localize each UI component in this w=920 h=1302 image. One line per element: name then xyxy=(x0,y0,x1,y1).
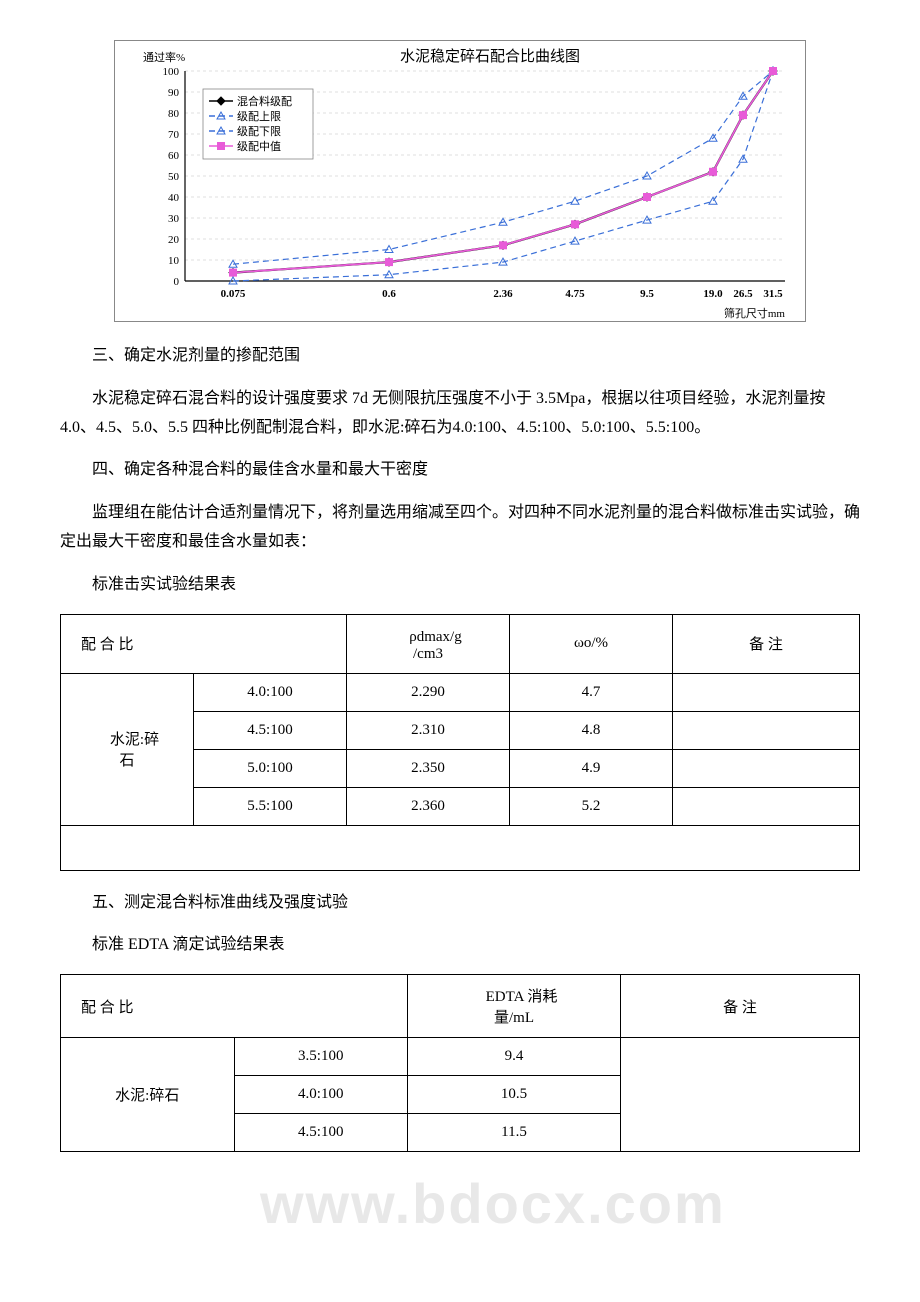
svg-text:50: 50 xyxy=(168,171,180,183)
svg-text:混合料级配: 混合料级配 xyxy=(237,94,292,108)
table1-caption: 标准击实试验结果表 xyxy=(60,571,860,600)
cell: 9.4 xyxy=(408,1038,621,1076)
svg-text:30: 30 xyxy=(168,213,180,225)
svg-text:0.6: 0.6 xyxy=(382,288,396,300)
svg-text:20: 20 xyxy=(168,234,180,246)
svg-text:31.5: 31.5 xyxy=(763,288,783,300)
cell: 4.0:100 xyxy=(234,1076,408,1114)
table-row: 水泥:碎石 4.0:100 2.290 4.7 xyxy=(61,673,860,711)
section-4-heading: 四、确定各种混合料的最佳含水量和最大干密度 xyxy=(60,456,860,485)
cell xyxy=(673,749,860,787)
col-header: 配 合 比 xyxy=(61,975,408,1038)
svg-text:2.36: 2.36 xyxy=(493,288,513,300)
svg-text:级配下限: 级配下限 xyxy=(237,125,281,138)
cell: 5.0:100 xyxy=(194,749,347,787)
cell: 4.8 xyxy=(510,711,673,749)
row-label: 水泥:碎石 xyxy=(61,673,194,825)
svg-text:19.0: 19.0 xyxy=(703,288,723,300)
section-3-body: 水泥稳定碎石混合料的设计强度要求 7d 无侧限抗压强度不小于 3.5Mpa，根据… xyxy=(60,385,860,443)
col-header: 备 注 xyxy=(673,614,860,673)
cell: 5.5:100 xyxy=(194,787,347,825)
col-header: ωo/% xyxy=(510,614,673,673)
cell: 2.360 xyxy=(347,787,510,825)
svg-text:100: 100 xyxy=(163,66,180,78)
cell xyxy=(673,711,860,749)
edta-table: 配 合 比 EDTA 消耗量/mL 备 注 水泥:碎石 3.5:100 9.4 … xyxy=(60,974,860,1152)
gradation-chart: 水泥稳定碎石配合比曲线图 通过率% 筛孔尺寸mm 0 10 20 30 40 50 60 70 80 9… xyxy=(114,40,806,322)
cell xyxy=(61,825,860,870)
cell: 5.2 xyxy=(510,787,673,825)
svg-text:40: 40 xyxy=(168,192,180,204)
svg-text:26.5: 26.5 xyxy=(733,288,753,300)
table2-caption: 标准 EDTA 滴定试验结果表 xyxy=(60,931,860,960)
svg-text:9.5: 9.5 xyxy=(640,288,654,300)
svg-text:10: 10 xyxy=(168,255,180,267)
row-label: 水泥:碎石 xyxy=(61,1038,235,1152)
svg-text:筛孔尺寸mm: 筛孔尺寸mm xyxy=(724,306,786,320)
svg-text:级配中值: 级配中值 xyxy=(237,140,281,153)
section-5-heading: 五、测定混合料标准曲线及强度试验 xyxy=(60,889,860,918)
svg-text:80: 80 xyxy=(168,108,180,120)
table-row: 配 合 比 EDTA 消耗量/mL 备 注 xyxy=(61,975,860,1038)
svg-text:0.075: 0.075 xyxy=(221,288,246,300)
table-row xyxy=(61,825,860,870)
section-4-body: 监理组在能估计合适剂量情况下，将剂量选用缩减至四个。对四种不同水泥剂量的混合料做… xyxy=(60,499,860,557)
svg-text:60: 60 xyxy=(168,150,180,162)
cell: 4.0:100 xyxy=(194,673,347,711)
table-row: 水泥:碎石 3.5:100 9.4 xyxy=(61,1038,860,1076)
svg-text:级配上限: 级配上限 xyxy=(237,110,281,123)
svg-text:0: 0 xyxy=(174,276,180,288)
cell: 2.310 xyxy=(347,711,510,749)
cell xyxy=(621,1038,860,1152)
cell xyxy=(673,673,860,711)
watermark: www.bdocx.com xyxy=(260,1171,726,1236)
table-row: 配 合 比 ρdmax/g/cm3 ωo/% 备 注 xyxy=(61,614,860,673)
cell: 3.5:100 xyxy=(234,1038,408,1076)
svg-text:通过率%: 通过率% xyxy=(143,50,185,64)
col-header: 配 合 比 xyxy=(61,614,347,673)
svg-text:90: 90 xyxy=(168,87,180,99)
section-3-heading: 三、确定水泥剂量的掺配范围 xyxy=(60,342,860,371)
cell: 2.290 xyxy=(347,673,510,711)
cell: 4.5:100 xyxy=(194,711,347,749)
col-header: EDTA 消耗量/mL xyxy=(408,975,621,1038)
cell: 4.5:100 xyxy=(234,1114,408,1152)
col-header: ρdmax/g/cm3 xyxy=(347,614,510,673)
svg-text:4.75: 4.75 xyxy=(565,288,585,300)
compaction-table: 配 合 比 ρdmax/g/cm3 ωo/% 备 注 水泥:碎石 4.0:100… xyxy=(60,614,860,871)
cell: 4.7 xyxy=(510,673,673,711)
col-header: 备 注 xyxy=(621,975,860,1038)
svg-text:水泥稳定碎石配合比曲线图: 水泥稳定碎石配合比曲线图 xyxy=(400,48,580,65)
cell: 4.9 xyxy=(510,749,673,787)
cell: 2.350 xyxy=(347,749,510,787)
cell: 11.5 xyxy=(408,1114,621,1152)
cell xyxy=(673,787,860,825)
cell: 10.5 xyxy=(408,1076,621,1114)
svg-text:70: 70 xyxy=(168,129,180,141)
